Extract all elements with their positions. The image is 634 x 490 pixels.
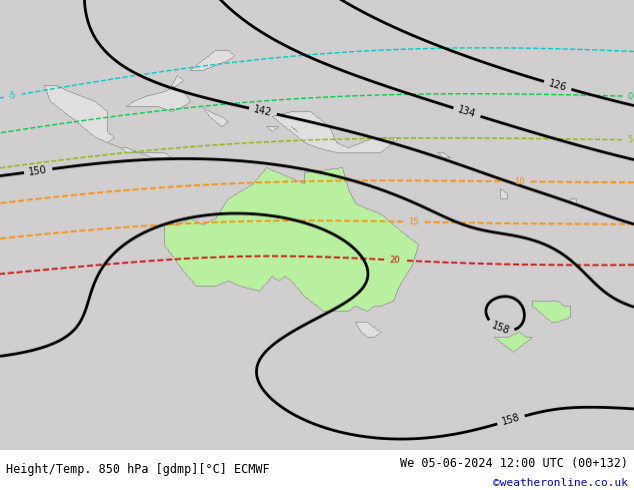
Bar	[0, 450, 634, 490]
Text: ©weatheronline.co.uk: ©weatheronline.co.uk	[493, 478, 628, 488]
Text: We 05-06-2024 12:00 UTC (00+132): We 05-06-2024 12:00 UTC (00+132)	[399, 457, 628, 469]
Text: Height/Temp. 850 hPa [gdmp][°C] ECMWF: Height/Temp. 850 hPa [gdmp][°C] ECMWF	[6, 463, 270, 476]
